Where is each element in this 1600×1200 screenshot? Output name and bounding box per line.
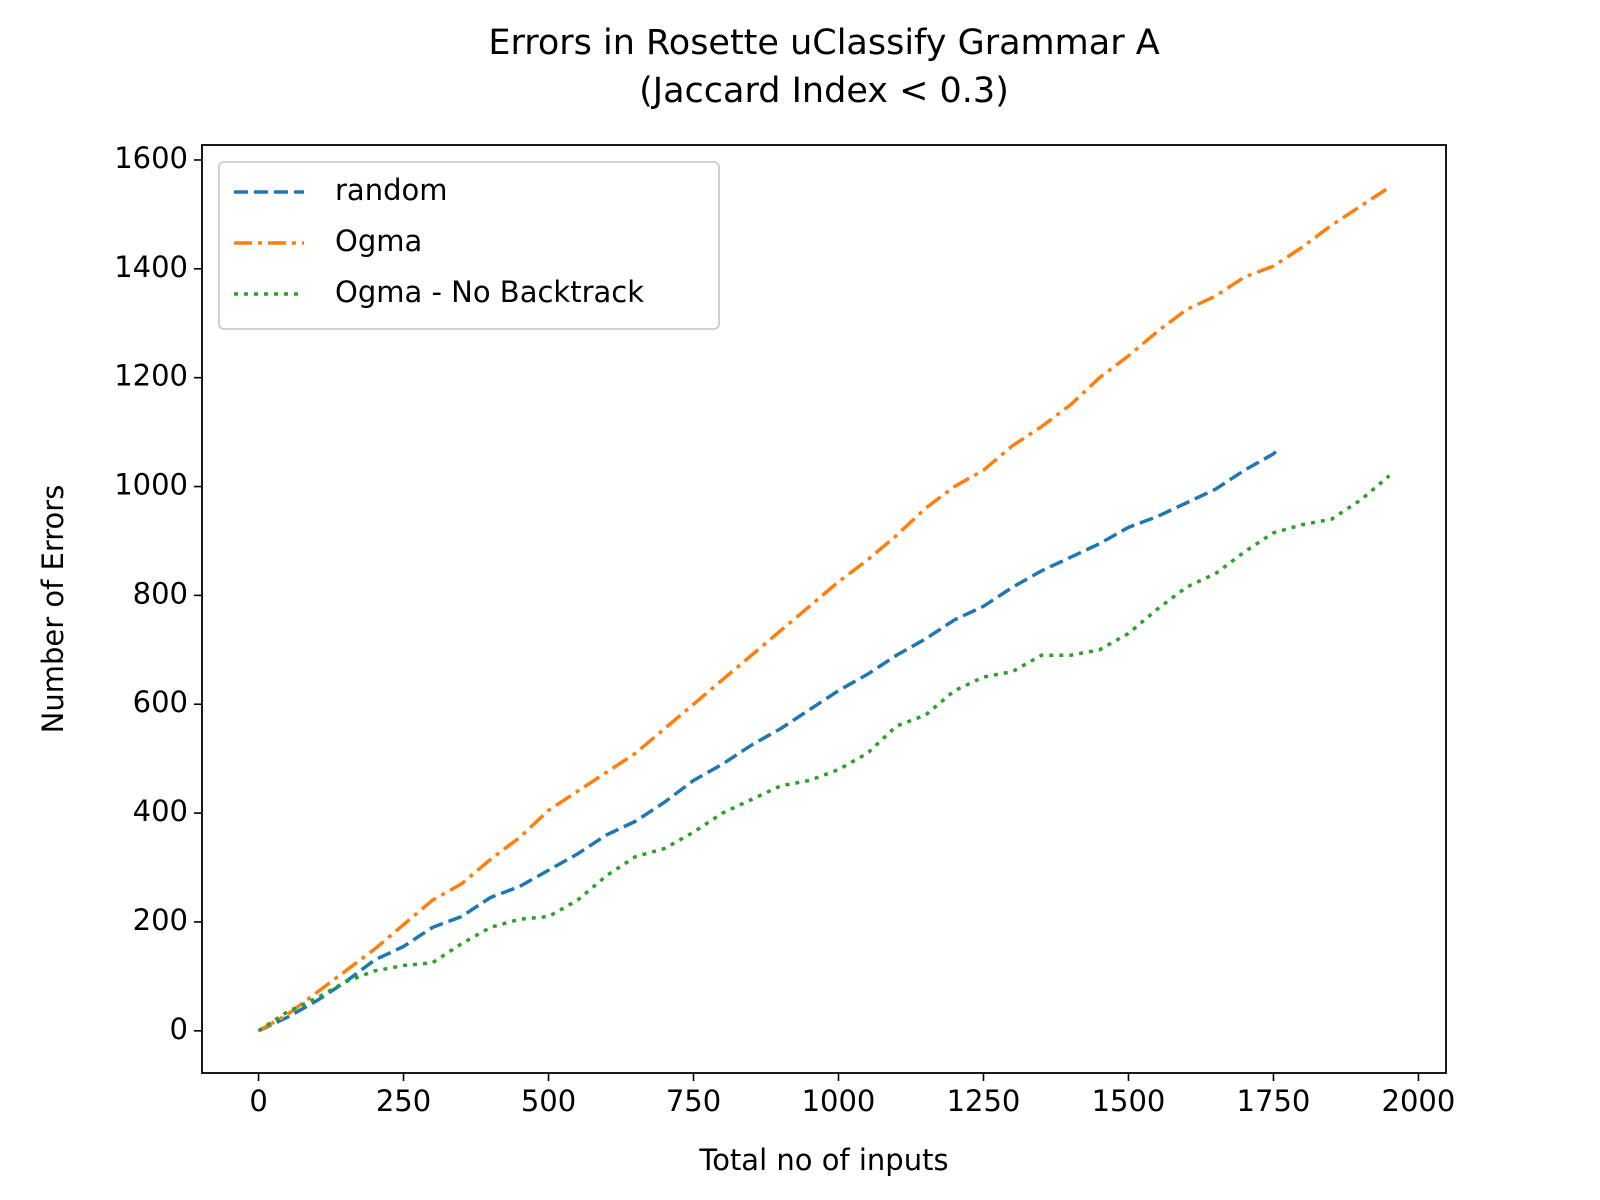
y-tick-label: 800 bbox=[133, 576, 188, 610]
x-tick-label: 2000 bbox=[1382, 1084, 1456, 1118]
y-tick-label: 0 bbox=[170, 1012, 188, 1046]
line-series bbox=[257, 447, 1281, 1033]
x-tick-label: 1750 bbox=[1237, 1084, 1311, 1118]
x-tick-label: 500 bbox=[521, 1084, 576, 1118]
chart-title: Errors in Rosette uClassify Grammar A bbox=[488, 23, 1159, 63]
legend-label: Ogma - No Backtrack bbox=[335, 275, 644, 309]
legend: random Ogma Ogma - No Backtrack bbox=[218, 161, 720, 330]
x-tick-label: 250 bbox=[376, 1084, 431, 1118]
legend-label: random bbox=[335, 173, 447, 207]
line-series bbox=[257, 185, 1391, 1033]
x-tick-label: 1250 bbox=[947, 1084, 1021, 1118]
x-tick-label: 750 bbox=[666, 1084, 721, 1118]
y-tick-label: 1600 bbox=[114, 141, 188, 175]
line-series bbox=[257, 474, 1391, 1033]
y-tick-label: 1000 bbox=[114, 468, 188, 502]
y-tick-label: 400 bbox=[133, 794, 188, 828]
y-tick-label: 1200 bbox=[114, 359, 188, 393]
legend-label: Ogma bbox=[335, 224, 422, 258]
x-tick-label: 1500 bbox=[1092, 1084, 1166, 1118]
chart-subtitle: (Jaccard Index < 0.3) bbox=[639, 71, 1009, 111]
x-tick-label: 0 bbox=[249, 1084, 267, 1118]
axes-frame bbox=[201, 144, 1447, 1074]
y-tick-label: 200 bbox=[133, 903, 188, 937]
x-tick-label: 1000 bbox=[802, 1084, 876, 1118]
y-tick-label: 600 bbox=[133, 685, 188, 719]
x-axis-label: Total no of inputs bbox=[698, 1143, 948, 1177]
legend-box bbox=[218, 161, 720, 330]
y-tick-label: 1400 bbox=[114, 250, 188, 284]
y-axis-label: Number of Errors bbox=[36, 485, 70, 734]
